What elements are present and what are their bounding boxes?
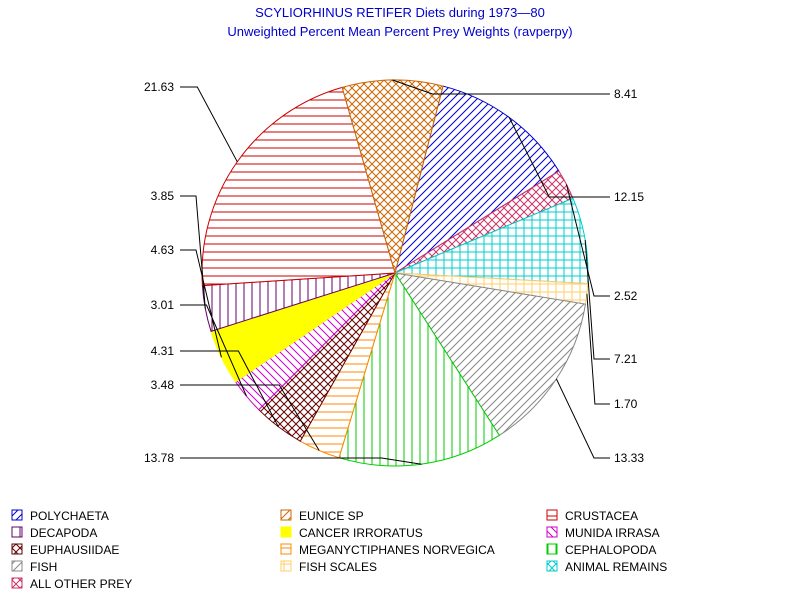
leader-line-euphausiidae [180, 350, 279, 428]
legend-swatch-cancer-irroratus [280, 526, 292, 538]
leader-line-cephalopoda [180, 457, 422, 465]
legend-item-cephalopoda: CEPHALOPODA [546, 543, 656, 557]
value-label-munida-irrasa: 3.01 [151, 298, 175, 312]
legend-label-fish-scales: FISH SCALES [299, 560, 377, 574]
legend-label-eunice-sp: EUNICE SP [299, 509, 364, 523]
value-label-fish-scales: 1.70 [614, 397, 638, 411]
legend-swatch-animal-remains [546, 560, 558, 572]
legend-swatch-fish [11, 560, 23, 572]
pie-slice-crustacea [201, 86, 396, 287]
legend-label-cephalopoda: CEPHALOPODA [565, 543, 656, 557]
legend-swatch-all-other-prey [11, 577, 23, 589]
legend-item-fish: FISH [11, 560, 57, 574]
leader-line-meganyctiphanes-norvegica [180, 384, 320, 451]
value-label-eunice-sp: 8.41 [614, 87, 638, 101]
value-label-fish: 13.33 [614, 451, 644, 465]
legend-label-fish: FISH [30, 560, 57, 574]
leader-line-fish-scales [586, 293, 610, 405]
legend-item-munida-irrasa: MUNIDA IRRASA [546, 526, 660, 540]
legend-label-euphausiidae: EUPHAUSIIDAE [30, 543, 119, 557]
leader-line-crustacea [180, 86, 238, 163]
value-label-meganyctiphanes-norvegica: 3.48 [151, 378, 175, 392]
leader-line-animal-remains [584, 240, 610, 360]
leader-line-decapoda [180, 195, 206, 309]
legend-swatch-fish-scales [280, 560, 292, 572]
slice-value-labels: 12.15 2.52 7.21 1.70 13.33 13.78 3.48 4.31 3.01 4… [144, 79, 644, 465]
legend-label-crustacea: CRUSTACEA [565, 509, 638, 523]
value-label-decapoda: 3.85 [151, 189, 175, 203]
legend-item-cancer-irroratus: CANCER IRRORATUS [280, 526, 423, 540]
legend-swatch-euphausiidae [11, 543, 23, 555]
value-label-cephalopoda: 13.78 [144, 451, 174, 465]
legend-label-polychaeta: POLYCHAETA [30, 509, 109, 523]
pie-slices [201, 79, 589, 467]
value-label-euphausiidae: 4.31 [151, 344, 175, 358]
leader-line-fish [555, 378, 610, 459]
legend-swatch-cephalopoda [546, 543, 558, 555]
legend: POLYCHAETA EUNICE SP CRUSTACEA DECAPODA CANC… [11, 509, 667, 591]
legend-item-eunice-sp: EUNICE SP [280, 509, 364, 523]
value-label-all-other-prey: 2.52 [614, 289, 638, 303]
legend-label-meganyctiphanes-norvegica: MEGANYCTIPHANES NORVEGICA [299, 543, 495, 557]
legend-swatch-decapoda [11, 526, 23, 538]
pie-slice-fish [393, 272, 587, 437]
chart-subtitle: Unweighted Percent Mean Percent Prey Wei… [227, 24, 572, 39]
legend-swatch-meganyctiphanes-norvegica [280, 543, 292, 555]
legend-swatch-eunice-sp [280, 509, 292, 521]
value-label-animal-remains: 7.21 [614, 352, 638, 366]
leader-line-all-other-prey [566, 184, 610, 297]
legend-label-animal-remains: ANIMAL REMAINS [565, 560, 667, 574]
legend-item-meganyctiphanes-norvegica: MEGANYCTIPHANES NORVEGICA [280, 543, 495, 557]
legend-item-euphausiidae: EUPHAUSIIDAE [11, 543, 119, 557]
leader-line-polychaeta [508, 117, 610, 198]
legend-item-animal-remains: ANIMAL REMAINS [546, 560, 667, 574]
legend-label-all-other-prey: ALL OTHER PREY [30, 577, 132, 591]
legend-swatch-munida-irrasa [546, 526, 558, 538]
legend-swatch-crustacea [546, 509, 558, 521]
legend-item-fish-scales: FISH SCALES [280, 560, 377, 574]
legend-item-all-other-prey: ALL OTHER PREY [11, 577, 132, 591]
legend-label-cancer-irroratus: CANCER IRRORATUS [299, 526, 423, 540]
legend-item-decapoda: DECAPODA [11, 526, 97, 540]
value-label-crustacea: 21.63 [144, 80, 174, 94]
legend-item-crustacea: CRUSTACEA [546, 509, 638, 523]
legend-swatch-polychaeta [11, 509, 23, 521]
leader-line-cancer-irroratus [180, 249, 222, 358]
legend-item-polychaeta: POLYCHAETA [11, 509, 109, 523]
legend-label-decapoda: DECAPODA [30, 526, 97, 540]
chart-title: SCYLIORHINUS RETIFER Diets during 1973—8… [255, 5, 545, 20]
value-label-cancer-irroratus: 4.63 [151, 243, 175, 257]
leader-line-eunice-sp [392, 79, 610, 95]
leader-line-munida-irrasa [180, 304, 247, 397]
pie-slice-cephalopoda [338, 271, 501, 467]
value-label-polychaeta: 12.15 [614, 190, 644, 204]
legend-label-munida-irrasa: MUNIDA IRRASA [565, 526, 660, 540]
